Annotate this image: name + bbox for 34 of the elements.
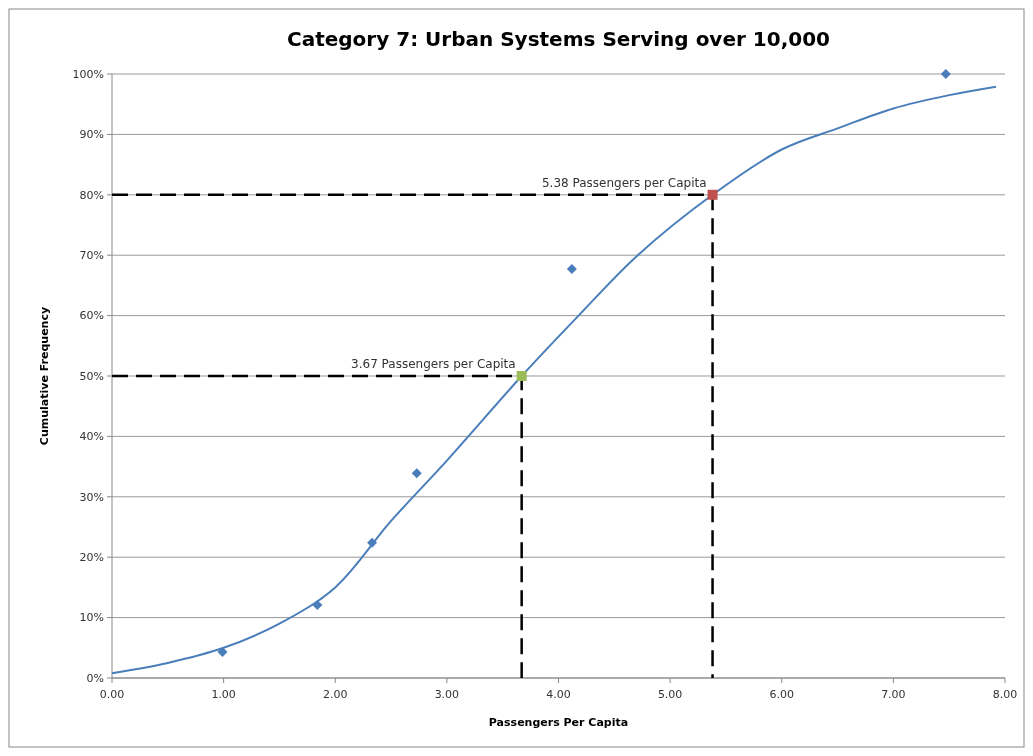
y-tick-label: 10% (79, 611, 104, 625)
point (367, 537, 378, 548)
x-tick-label: 5.00 (657, 688, 683, 701)
line-series (111, 85, 998, 675)
x-axis-title: Passengers Per Capita (488, 716, 629, 729)
point (940, 69, 951, 79)
y-tick-label: 100% (72, 67, 104, 81)
point (707, 189, 718, 200)
x-tick-label: 2.00 (323, 688, 348, 701)
y-tick-label: 20% (79, 551, 104, 565)
point (217, 647, 228, 658)
y-tick-label: 80% (79, 188, 104, 202)
x-tick-label: 1.00 (211, 688, 236, 701)
x-tick-label: 4.00 (546, 688, 571, 701)
y-tick-label: 50% (79, 369, 104, 383)
point (516, 371, 527, 381)
chart-title: Category 7: Urban Systems Serving over 10,000 (287, 27, 830, 51)
annotation: 5.38 Passengers per Capita (541, 175, 707, 190)
x-tick-label: 6.00 (769, 688, 794, 701)
x-tick-label: 7.00 (881, 688, 906, 701)
y-tick-label: 70% (79, 249, 104, 263)
x-tick-label: 3.00 (434, 688, 460, 701)
y-tick-label: 60% (79, 309, 104, 323)
y-tick-label: 40% (79, 430, 104, 444)
annotation: 3.67 Passengers per Capita (351, 357, 516, 371)
point (312, 599, 323, 610)
y-tick-label: 0% (86, 671, 104, 685)
y-tick-label: 30% (79, 490, 104, 504)
y-axis-title: Cumulative Frequency (38, 306, 51, 446)
x-tick-label: 8.00 (992, 688, 1018, 701)
point (566, 264, 577, 275)
point (411, 468, 422, 479)
y-tick-label: 90% (79, 128, 104, 142)
x-tick-label: 0.00 (99, 688, 125, 701)
